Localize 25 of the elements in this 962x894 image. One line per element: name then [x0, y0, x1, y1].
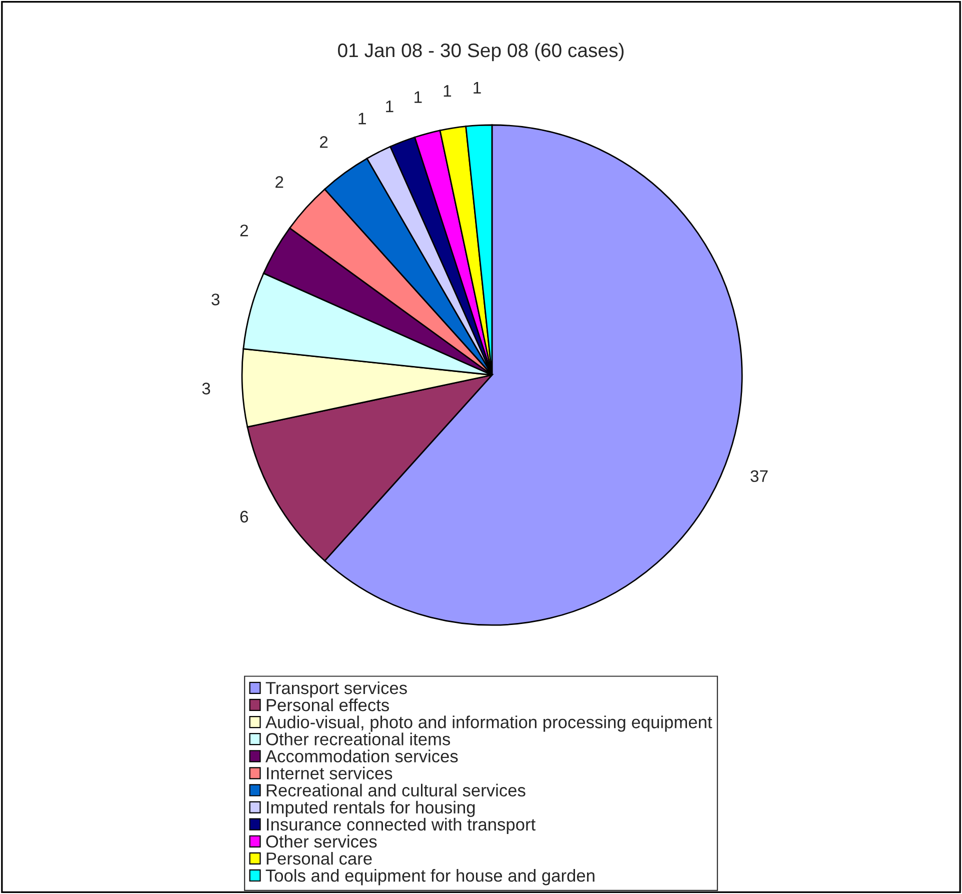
data-label: 2 [240, 224, 248, 236]
legend-label: Insurance connected with transport [267, 818, 536, 834]
legend-label: Transport services [266, 681, 407, 698]
data-label: 1 [358, 112, 366, 124]
legend-label: Accommodation services [265, 750, 458, 762]
data-label: 3 [212, 294, 220, 306]
data-label: 2 [320, 136, 328, 148]
legend-label: Recreational and cultural services [266, 784, 526, 797]
data-label: 3 [202, 382, 210, 394]
legend-label: Tools and equipment for house and garden [266, 869, 594, 886]
legend-label: Personal effects [266, 698, 389, 712]
data-label: 1 [386, 100, 394, 112]
data-label: 2 [276, 176, 284, 188]
data-label: 1 [474, 82, 481, 94]
legend-label: Other services [266, 834, 377, 848]
chart-title: 01 Jan 08 - 30 Sep 08 (60 cases) [338, 42, 624, 62]
data-label: 6 [240, 510, 248, 523]
legend-label: Personal care [266, 852, 372, 865]
legend-label: Other recreational items [266, 732, 450, 746]
legend-label: Internet services [267, 766, 392, 780]
legend-label: Imputed rentals for housing [267, 800, 475, 818]
data-label: 1 [444, 85, 452, 97]
data-label: 1 [414, 91, 422, 103]
legend-label: Audio-visual, photo and information processing equipment [265, 716, 712, 732]
data-label: 37 [750, 470, 768, 482]
